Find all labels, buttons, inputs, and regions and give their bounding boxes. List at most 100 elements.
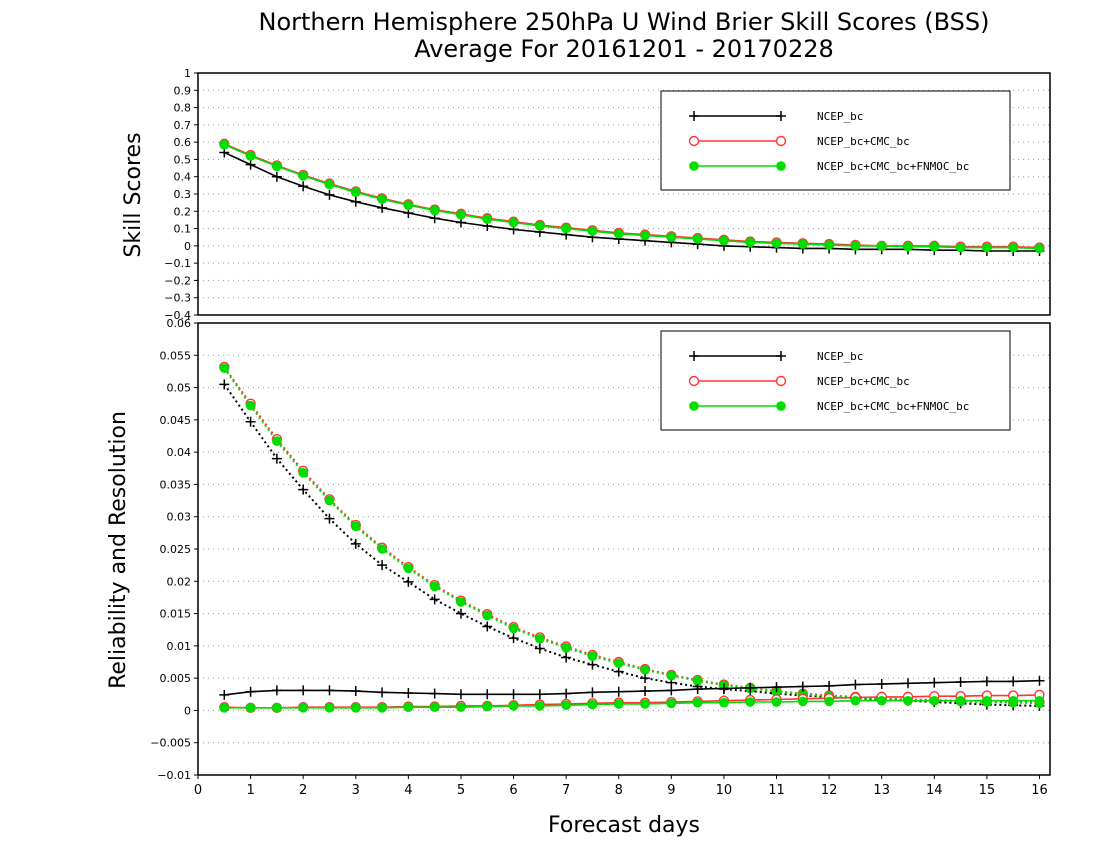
bottom-point-ncep-bc-cmc-bc-fnmoc-bc [824, 696, 834, 707]
bottom-point-ncep-bc-cmc-bc-fnmoc-bc [272, 436, 282, 446]
bottom-point-ncep-bc-cmc-bc-fnmoc-bc [403, 563, 414, 574]
bottom-point-ncep-bc-cmc-bc-fnmoc-bc [982, 695, 992, 706]
x-tick-label: 8 [615, 783, 623, 798]
bottom-point-ncep-bc [903, 678, 913, 689]
bottom-point-ncep-bc-cmc-bc-fnmoc-bc [298, 468, 308, 478]
bottom-legend-label: NCEP_bc+CMC_bc [817, 375, 910, 388]
bottom-point-ncep-bc-cmc-bc-fnmoc-bc [771, 697, 782, 707]
top-point-ncep-bc-cmc-bc-fnmoc-bc [798, 239, 808, 249]
bottom-point-ncep-bc [508, 633, 519, 644]
bottom-point-ncep-bc [245, 416, 256, 427]
bottom-point-ncep-bc-cmc-bc-fnmoc-bc [350, 521, 361, 532]
bottom-point-ncep-bc [981, 676, 992, 687]
top-point-ncep-bc-cmc-bc-fnmoc-bc [666, 232, 677, 243]
top-point-ncep-bc [245, 159, 256, 170]
bottom-point-ncep-bc [219, 689, 230, 700]
bottom-point-ncep-bc-cmc-bc-fnmoc-bc [245, 703, 256, 713]
bottom-y-tick-label: 0.05 [167, 382, 192, 395]
bottom-point-ncep-bc-cmc-bc-fnmoc-bc [429, 702, 440, 712]
bottom-point-ncep-bc [797, 681, 808, 692]
bottom-point-ncep-bc [298, 685, 309, 696]
bottom-y-tick-label: 0 [184, 704, 191, 717]
bottom-point-ncep-bc-cmc-bc-fnmoc-bc [692, 697, 703, 708]
bottom-point-ncep-bc [403, 687, 414, 698]
bottom-y-tick-label: 0.035 [160, 478, 192, 491]
bottom-point-ncep-bc [377, 560, 388, 571]
reliability-resolution-panel: −0.01 −0.005 0 0.005 0.01 0.015 0.02 0.025 0.03 0… [150, 317, 1051, 798]
top-point-ncep-bc-cmc-bc-fnmoc-bc [587, 226, 598, 236]
x-tick-label: 6 [509, 783, 517, 798]
top-legend-marker [776, 111, 786, 121]
top-point-ncep-bc-cmc-bc-fnmoc-bc [929, 241, 940, 252]
bottom-y-tick-label: 0.06 [167, 317, 192, 330]
bottom-point-ncep-bc [640, 686, 651, 697]
bottom-legend-marker [688, 375, 700, 387]
bottom-point-ncep-bc [561, 652, 572, 663]
bottom-point-ncep-bc-cmc-bc-fnmoc-bc [850, 695, 861, 706]
x-tick-label: 10 [716, 783, 733, 798]
top-point-ncep-bc-cmc-bc-fnmoc-bc [982, 242, 992, 253]
bottom-point-ncep-bc-cmc-bc-fnmoc-bc [798, 696, 808, 707]
top-legend-marker [689, 111, 699, 121]
top-legend-label: NCEP_bc [817, 110, 863, 123]
bottom-point-ncep-bc [455, 689, 466, 700]
bottom-point-ncep-bc [534, 643, 545, 654]
bottom-point-ncep-bc [587, 659, 598, 670]
bottom-point-ncep-bc-cmc-bc-fnmoc-bc [456, 597, 466, 607]
top-point-ncep-bc-cmc-bc-fnmoc-bc [482, 214, 493, 224]
top-point-ncep-bc [377, 202, 388, 213]
top-point-ncep-bc-cmc-bc-fnmoc-bc [850, 241, 861, 251]
top-y-tick-label: 0.6 [174, 136, 192, 149]
bottom-point-ncep-bc [324, 513, 335, 524]
bottom-y-tick-label: 0.055 [160, 349, 192, 362]
bottom-point-ncep-bc-cmc-bc-fnmoc-bc [377, 703, 387, 713]
bottom-point-ncep-bc-cmc-bc-fnmoc-bc [298, 703, 308, 713]
top-point-ncep-bc-cmc-bc-fnmoc-bc [429, 205, 440, 216]
bottom-series-line-ncep-bc [223, 383, 1040, 707]
bottom-legend-marker [776, 401, 786, 411]
bottom-point-ncep-bc [718, 683, 729, 694]
bottom-point-ncep-bc-cmc-bc-fnmoc-bc [561, 700, 571, 711]
bottom-point-ncep-bc-cmc-bc-fnmoc-bc [640, 664, 650, 675]
top-legend-label: NCEP_bc+CMC_bc [817, 135, 910, 148]
top-point-ncep-bc-cmc-bc-fnmoc-bc [876, 241, 887, 251]
bottom-point-ncep-bc-cmc-bc-fnmoc-bc [613, 699, 624, 709]
top-y-tick-label: 0.1 [174, 223, 192, 236]
x-tick-label: 12 [821, 783, 838, 798]
bottom-point-ncep-bc [219, 379, 230, 390]
bottom-point-ncep-bc-cmc-bc-fnmoc-bc [561, 642, 571, 653]
bottom-y-tick-label: 0.015 [160, 608, 192, 621]
bottom-point-ncep-bc [350, 538, 361, 549]
top-point-ncep-bc-cmc-bc-fnmoc-bc [272, 161, 282, 172]
bottom-point-ncep-bc [298, 484, 309, 495]
top-point-ncep-bc [271, 171, 282, 182]
bottom-legend-marker [775, 375, 787, 387]
top-y-tick-label: 0.8 [174, 102, 192, 115]
top-y-tick-label: 0.9 [174, 84, 192, 97]
x-tick-label: 9 [667, 783, 675, 798]
bottom-point-ncep-bc-cmc-bc-fnmoc-bc [955, 695, 966, 706]
bottom-point-ncep-bc [324, 685, 335, 696]
top-point-ncep-bc [298, 181, 309, 192]
bottom-point-ncep-bc [377, 687, 388, 698]
bottom-y-tick-label: 0.045 [160, 414, 192, 427]
top-point-ncep-bc [350, 196, 361, 207]
bottom-point-ncep-bc-cmc-bc-fnmoc-bc [666, 670, 677, 681]
bottom-point-ncep-bc [613, 686, 624, 697]
bottom-point-ncep-bc-cmc-bc-fnmoc-bc [535, 701, 545, 711]
bottom-point-ncep-bc [692, 684, 703, 695]
bottom-point-ncep-bc-cmc-bc-fnmoc-bc [587, 651, 598, 661]
bottom-point-ncep-bc [271, 685, 282, 696]
top-point-ncep-bc-cmc-bc-fnmoc-bc [903, 241, 913, 252]
bottom-y-tick-label: −0.005 [150, 737, 191, 750]
bottom-y-tick-label: 0.03 [167, 511, 192, 524]
bottom-point-ncep-bc [929, 677, 940, 688]
bottom-point-ncep-bc-cmc-bc-fnmoc-bc [403, 702, 414, 712]
top-point-ncep-bc-cmc-bc-fnmoc-bc [508, 217, 519, 228]
top-legend-label: NCEP_bc+CMC_bc+FNMOC_bc [817, 160, 969, 173]
top-y-tick-label: −0.1 [164, 257, 191, 270]
bottom-point-ncep-bc [534, 689, 545, 700]
top-y-tick-label: 0.4 [174, 171, 192, 184]
top-legend-marker [688, 135, 700, 147]
x-tick-label: 4 [404, 783, 412, 798]
